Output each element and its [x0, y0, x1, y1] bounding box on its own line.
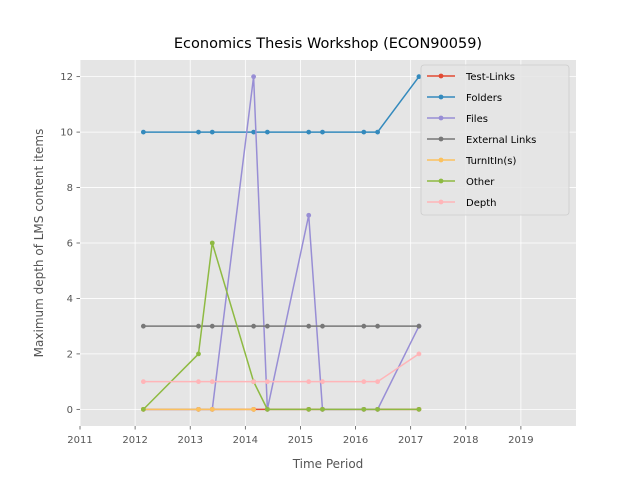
data-point	[196, 351, 201, 357]
y-tick-label: 4	[67, 294, 73, 305]
data-point	[251, 406, 256, 412]
series-line	[143, 353, 420, 383]
legend-item: Depth	[427, 198, 496, 209]
data-point	[209, 379, 215, 385]
y-tick-label: 8	[67, 183, 73, 194]
x-tick-label: 2011	[67, 435, 92, 446]
data-point	[306, 129, 312, 135]
data-point	[320, 406, 325, 412]
data-point	[264, 379, 270, 385]
x-tick-label: 2014	[233, 435, 258, 446]
y-tick-label: 0	[67, 405, 73, 416]
series-lines	[140, 74, 422, 412]
data-point	[140, 406, 146, 412]
legend-marker	[438, 136, 444, 142]
y-tick-label: 2	[67, 349, 73, 360]
data-point	[196, 406, 201, 412]
data-point	[209, 129, 215, 135]
legend-item: Other	[427, 177, 495, 188]
data-point	[196, 379, 201, 385]
legend-item: Folders	[427, 93, 502, 104]
data-point	[251, 323, 256, 329]
series-line	[142, 242, 419, 411]
x-tick-label: 2013	[177, 435, 202, 446]
data-point	[375, 323, 380, 329]
data-point	[320, 379, 325, 385]
series-line	[143, 76, 420, 133]
data-point	[196, 323, 201, 329]
y-axis: 0 2 4 6 8 10 12	[60, 72, 80, 416]
data-point	[375, 129, 380, 135]
data-point	[140, 129, 146, 135]
data-point	[416, 323, 422, 329]
legend-item: Test-Links	[427, 72, 515, 83]
legend-marker	[438, 178, 444, 184]
data-point	[306, 406, 312, 412]
data-point	[416, 406, 422, 412]
legend-marker	[438, 157, 444, 163]
data-point	[306, 212, 312, 218]
chart-title: Economics Thesis Workshop (ECON90059)	[174, 36, 482, 52]
data-point	[251, 74, 256, 80]
x-tick-label: 2017	[398, 435, 423, 446]
data-point	[209, 406, 215, 412]
x-tick-label: 2015	[288, 435, 313, 446]
legend-label: Test-Links	[465, 72, 515, 83]
legend-label: Other	[466, 177, 495, 188]
series-folders	[140, 74, 422, 135]
data-point	[375, 406, 380, 412]
y-tick-label: 6	[67, 239, 73, 250]
legend-item: TurnItIn(s)	[427, 156, 516, 167]
data-point	[416, 74, 422, 80]
series-depth	[140, 351, 422, 385]
legend-label: TurnItIn(s)	[465, 156, 516, 167]
legend-item: External Links	[427, 135, 536, 146]
data-point	[320, 129, 325, 135]
data-point	[361, 379, 367, 385]
legend: Test-Links Folders Files External Links Turn…	[420, 64, 570, 216]
data-point	[251, 129, 256, 135]
data-point	[209, 240, 215, 246]
data-point	[375, 379, 380, 385]
data-point	[196, 129, 201, 135]
data-point	[140, 379, 146, 385]
data-point	[320, 323, 325, 329]
data-point	[361, 406, 367, 412]
data-point	[140, 323, 146, 329]
x-tick-label: 2016	[343, 435, 368, 446]
y-tick-label: 12	[60, 72, 73, 83]
data-point	[361, 323, 367, 329]
series-external-links	[140, 323, 422, 329]
data-point	[361, 129, 367, 135]
legend-box	[420, 64, 570, 216]
legend-label: Folders	[466, 93, 502, 104]
data-point	[264, 323, 270, 329]
legend-marker	[438, 199, 444, 205]
legend-marker	[438, 94, 444, 100]
legend-label: Files	[466, 114, 488, 125]
legend-marker	[438, 115, 444, 121]
x-tick-label: 2012	[122, 435, 147, 446]
data-point	[416, 351, 422, 357]
data-point	[306, 323, 312, 329]
x-tick-label: 2019	[508, 435, 533, 446]
data-point	[306, 379, 312, 385]
legend-item: Files	[427, 114, 488, 125]
data-point	[264, 129, 270, 135]
x-axis-label: Time Period	[292, 457, 364, 471]
y-tick-label: 10	[60, 128, 73, 139]
x-axis: 2011 2012 2013 2014 2015 2016 2017 2018 2019	[67, 426, 534, 446]
data-point	[209, 323, 215, 329]
legend-label: Depth	[466, 198, 496, 209]
x-tick-label: 2018	[453, 435, 478, 446]
data-point	[264, 406, 270, 412]
legend-label: External Links	[466, 135, 536, 146]
y-axis-label: Maximum depth of LMS content items	[32, 129, 46, 358]
legend-marker	[438, 73, 444, 79]
data-point	[251, 379, 256, 385]
